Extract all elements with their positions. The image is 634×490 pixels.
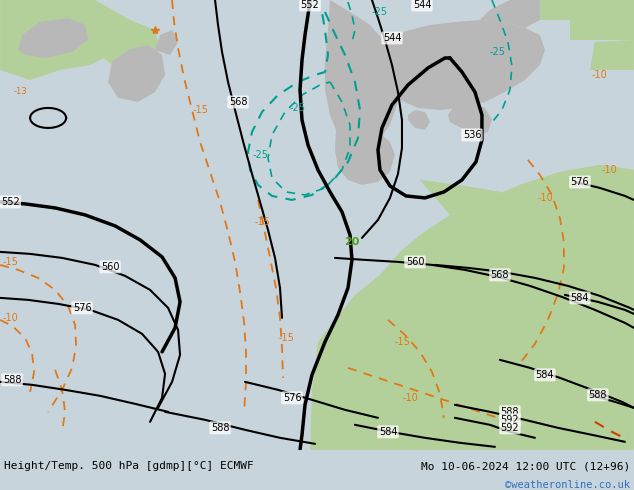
Polygon shape [108, 45, 165, 102]
Text: 544: 544 [383, 33, 401, 43]
Polygon shape [480, 0, 540, 28]
Text: -10: -10 [402, 393, 418, 403]
Text: 584: 584 [536, 370, 554, 380]
Text: 536: 536 [463, 130, 481, 140]
Text: 560: 560 [406, 257, 424, 267]
Text: 576: 576 [73, 303, 91, 313]
Polygon shape [365, 20, 545, 110]
Polygon shape [155, 30, 178, 55]
Text: 544: 544 [413, 0, 431, 10]
Polygon shape [0, 0, 130, 80]
Text: 584: 584 [378, 427, 398, 437]
Text: 588: 588 [588, 390, 607, 400]
Polygon shape [310, 165, 634, 450]
Text: -25: -25 [372, 7, 388, 17]
Text: -15: -15 [278, 333, 294, 343]
Text: -10: -10 [3, 313, 18, 323]
Text: -25: -25 [252, 150, 268, 160]
Polygon shape [448, 102, 492, 135]
Text: -15: -15 [394, 337, 410, 347]
Text: 20: 20 [344, 237, 359, 247]
Text: 588: 588 [3, 375, 22, 385]
Text: 588: 588 [501, 407, 519, 417]
Text: -15: -15 [192, 105, 208, 115]
Polygon shape [420, 165, 634, 220]
Text: -10: -10 [537, 193, 553, 203]
Polygon shape [335, 110, 395, 185]
Text: -10: -10 [602, 165, 618, 175]
Polygon shape [540, 0, 634, 20]
Text: Height/Temp. 500 hPa [gdmp][°C] ECMWF: Height/Temp. 500 hPa [gdmp][°C] ECMWF [4, 461, 254, 471]
Polygon shape [570, 20, 634, 40]
Text: 568: 568 [491, 270, 509, 280]
Text: -13: -13 [13, 87, 27, 97]
Text: 576: 576 [571, 177, 589, 187]
Polygon shape [408, 110, 430, 130]
Text: -25: -25 [490, 47, 506, 57]
Text: -25: -25 [290, 103, 306, 113]
Text: Mo 10-06-2024 12:00 UTC (12+96): Mo 10-06-2024 12:00 UTC (12+96) [421, 461, 630, 471]
Text: 552: 552 [1, 197, 20, 207]
Text: 552: 552 [301, 0, 320, 10]
Polygon shape [590, 40, 634, 70]
Text: -10: -10 [592, 70, 608, 80]
Text: 560: 560 [101, 262, 119, 272]
Polygon shape [325, 0, 400, 152]
Text: -15: -15 [2, 257, 18, 267]
Polygon shape [100, 20, 160, 72]
Text: 592: 592 [501, 423, 519, 433]
Text: -15: -15 [254, 217, 270, 227]
Text: ©weatheronline.co.uk: ©weatheronline.co.uk [505, 480, 630, 490]
Text: 576: 576 [283, 393, 301, 403]
Text: 592: 592 [501, 415, 519, 425]
Text: 588: 588 [210, 423, 230, 433]
Polygon shape [18, 18, 88, 58]
Text: 584: 584 [571, 293, 589, 303]
Text: 568: 568 [229, 97, 247, 107]
